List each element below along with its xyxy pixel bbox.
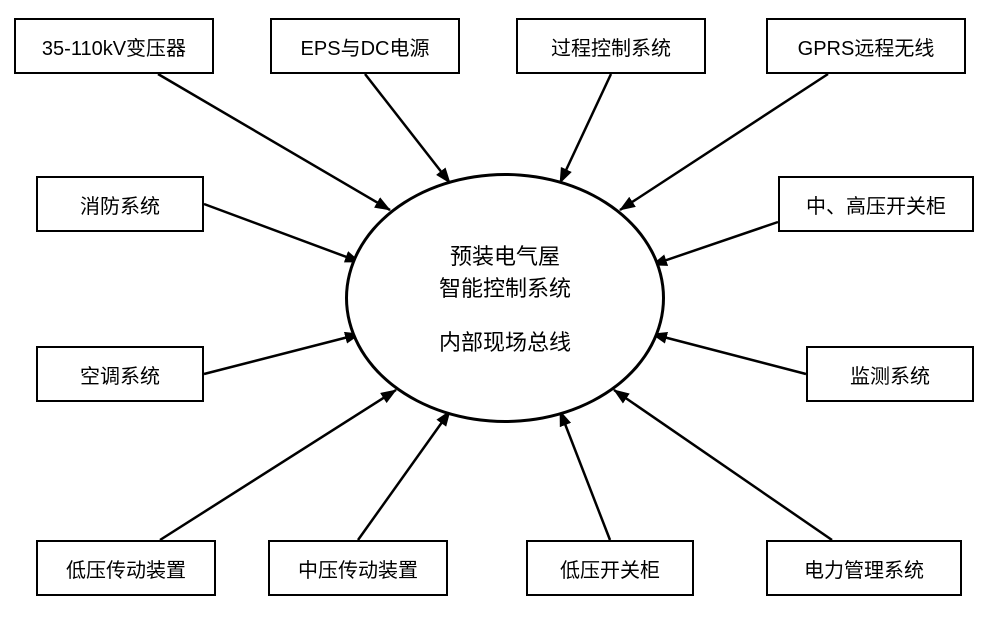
node-b10: 中压传动装置 [268,540,448,596]
arrow-b5 [204,204,360,262]
arrow-b9 [160,390,396,540]
arrow-b10 [358,411,450,540]
center-hub: 预装电气屋 智能控制系统 内部现场总线 [345,173,665,423]
node-b11: 低压开关柜 [526,540,694,596]
node-b3: 过程控制系统 [516,18,706,74]
node-b4: GPRS远程无线 [766,18,966,74]
node-b12: 电力管理系统 [766,540,962,596]
node-b6: 中、高压开关柜 [778,176,974,232]
node-b1: 35-110kV变压器 [14,18,214,74]
center-line3: 内部现场总线 [439,325,571,357]
arrow-b3 [560,74,611,183]
center-line2: 智能控制系统 [439,271,571,303]
node-b8: 监测系统 [806,346,974,402]
arrow-b11 [560,411,610,540]
node-b7: 空调系统 [36,346,204,402]
node-b9: 低压传动装置 [36,540,216,596]
arrow-b8 [652,334,806,374]
node-b5: 消防系统 [36,176,204,232]
center-line1: 预装电气屋 [450,239,560,271]
arrow-b2 [365,74,450,183]
node-b2: EPS与DC电源 [270,18,460,74]
arrow-b12 [614,390,832,540]
diagram-canvas: 预装电气屋 智能控制系统 内部现场总线 35-110kV变压器 EPS与DC电源过… [0,0,1000,628]
arrow-b7 [204,334,360,374]
arrow-b6 [652,222,778,265]
